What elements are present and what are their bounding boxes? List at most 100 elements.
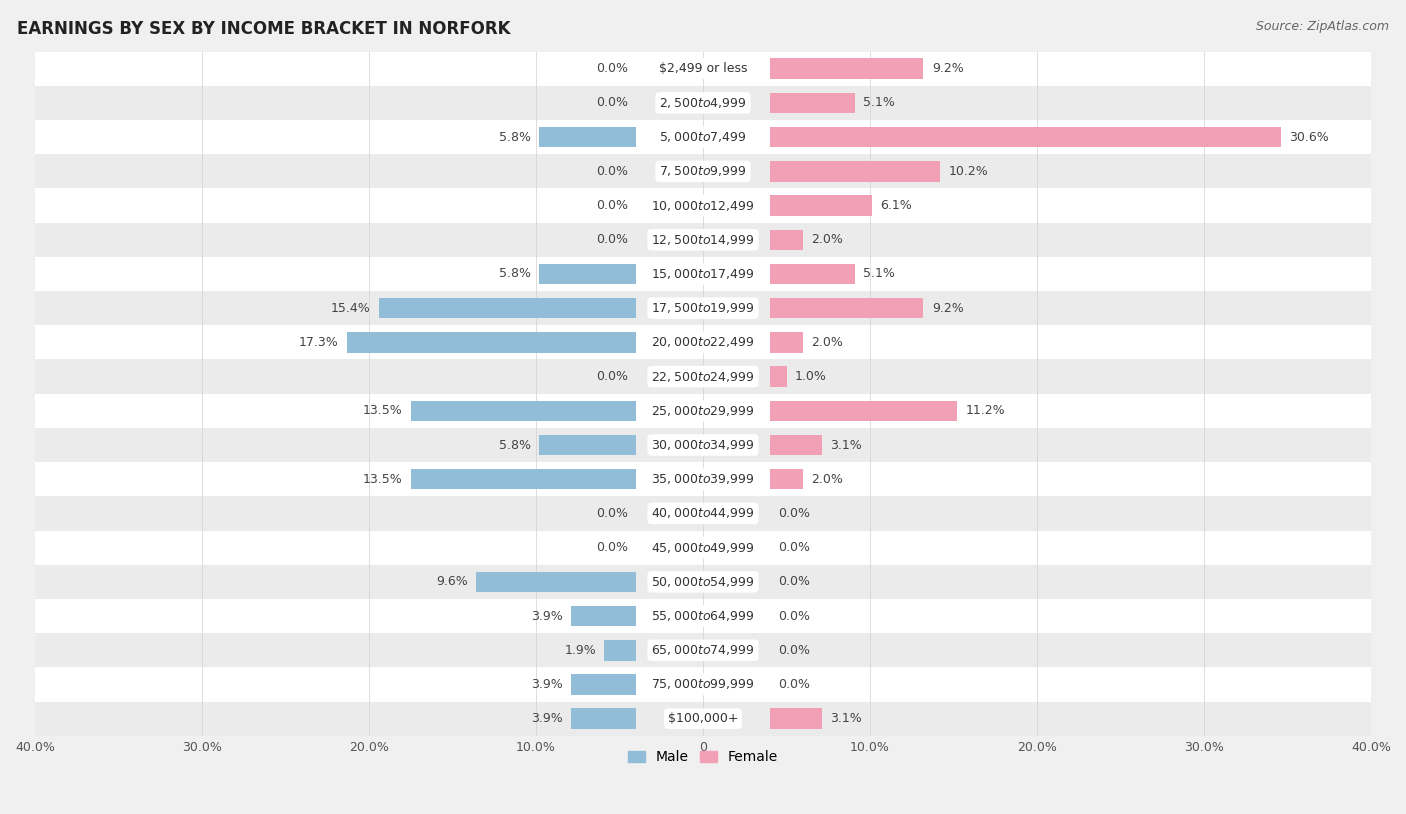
Bar [770, 708, 821, 729]
Text: 0.0%: 0.0% [596, 96, 628, 109]
Text: 5.8%: 5.8% [499, 439, 531, 452]
Text: 0.0%: 0.0% [778, 644, 810, 657]
Bar [540, 127, 636, 147]
Bar [770, 469, 803, 489]
Text: $30,000 to $34,999: $30,000 to $34,999 [651, 438, 755, 452]
Bar [35, 85, 1371, 120]
Text: $50,000 to $54,999: $50,000 to $54,999 [651, 575, 755, 589]
Bar [35, 154, 1371, 189]
Text: 5.1%: 5.1% [863, 96, 896, 109]
Text: $40,000 to $44,999: $40,000 to $44,999 [651, 506, 755, 520]
Bar [35, 667, 1371, 702]
Text: 3.9%: 3.9% [531, 678, 562, 691]
Bar [605, 640, 636, 660]
Bar [770, 161, 941, 182]
Text: 0.0%: 0.0% [596, 165, 628, 177]
Bar [540, 264, 636, 284]
Bar [770, 195, 872, 216]
Bar [380, 298, 636, 318]
Bar [770, 366, 786, 387]
Bar [35, 462, 1371, 497]
Text: $75,000 to $99,999: $75,000 to $99,999 [651, 677, 755, 691]
Bar [540, 435, 636, 455]
Text: 2.0%: 2.0% [811, 234, 844, 247]
Text: 1.0%: 1.0% [794, 370, 827, 383]
Bar [770, 264, 855, 284]
Text: $25,000 to $29,999: $25,000 to $29,999 [651, 404, 755, 418]
Bar [35, 257, 1371, 291]
Bar [770, 435, 821, 455]
Bar [35, 223, 1371, 257]
Text: 2.0%: 2.0% [811, 336, 844, 349]
Text: $17,500 to $19,999: $17,500 to $19,999 [651, 301, 755, 315]
Text: 0.0%: 0.0% [596, 62, 628, 75]
Bar [770, 127, 1281, 147]
Bar [35, 702, 1371, 736]
Text: $2,500 to $4,999: $2,500 to $4,999 [659, 96, 747, 110]
Text: 0.0%: 0.0% [778, 678, 810, 691]
Text: $7,500 to $9,999: $7,500 to $9,999 [659, 164, 747, 178]
Text: 0.0%: 0.0% [778, 575, 810, 589]
Text: 3.9%: 3.9% [531, 610, 562, 623]
Text: 17.3%: 17.3% [299, 336, 339, 349]
Text: 0.0%: 0.0% [596, 507, 628, 520]
Text: 3.9%: 3.9% [531, 712, 562, 725]
Bar [35, 599, 1371, 633]
Bar [571, 606, 636, 626]
Bar [347, 332, 636, 352]
Bar [411, 400, 636, 421]
Bar [411, 469, 636, 489]
Bar [35, 394, 1371, 428]
Bar [35, 497, 1371, 531]
Bar [35, 51, 1371, 85]
Text: $10,000 to $12,499: $10,000 to $12,499 [651, 199, 755, 212]
Text: $100,000+: $100,000+ [668, 712, 738, 725]
Text: 5.8%: 5.8% [499, 268, 531, 281]
Text: 9.6%: 9.6% [436, 575, 468, 589]
Text: 30.6%: 30.6% [1289, 131, 1329, 143]
Text: $15,000 to $17,499: $15,000 to $17,499 [651, 267, 755, 281]
Bar [35, 428, 1371, 462]
Legend: Male, Female: Male, Female [623, 745, 783, 770]
Text: 0.0%: 0.0% [596, 199, 628, 212]
Text: 5.8%: 5.8% [499, 131, 531, 143]
Text: 10.2%: 10.2% [949, 165, 988, 177]
Text: $35,000 to $39,999: $35,000 to $39,999 [651, 472, 755, 486]
Text: 5.1%: 5.1% [863, 268, 896, 281]
Text: 0.0%: 0.0% [778, 610, 810, 623]
Text: 0.0%: 0.0% [596, 234, 628, 247]
Text: $55,000 to $64,999: $55,000 to $64,999 [651, 609, 755, 623]
Bar [35, 291, 1371, 326]
Text: 11.2%: 11.2% [965, 405, 1005, 418]
Text: $2,499 or less: $2,499 or less [659, 62, 747, 75]
Bar [770, 298, 924, 318]
Text: 9.2%: 9.2% [932, 62, 963, 75]
Text: $20,000 to $22,499: $20,000 to $22,499 [651, 335, 755, 349]
Bar [571, 674, 636, 694]
Text: 0.0%: 0.0% [778, 541, 810, 554]
Text: 15.4%: 15.4% [330, 302, 371, 315]
Bar [770, 400, 957, 421]
Bar [35, 326, 1371, 360]
Bar [770, 332, 803, 352]
Text: 9.2%: 9.2% [932, 302, 963, 315]
Text: $5,000 to $7,499: $5,000 to $7,499 [659, 130, 747, 144]
Bar [571, 708, 636, 729]
Text: 3.1%: 3.1% [830, 439, 862, 452]
Text: $22,500 to $24,999: $22,500 to $24,999 [651, 370, 755, 383]
Text: 3.1%: 3.1% [830, 712, 862, 725]
Text: 0.0%: 0.0% [596, 370, 628, 383]
Bar [770, 93, 855, 113]
Text: $12,500 to $14,999: $12,500 to $14,999 [651, 233, 755, 247]
Text: EARNINGS BY SEX BY INCOME BRACKET IN NORFORK: EARNINGS BY SEX BY INCOME BRACKET IN NOR… [17, 20, 510, 38]
Text: 0.0%: 0.0% [778, 507, 810, 520]
Text: 2.0%: 2.0% [811, 473, 844, 486]
Bar [35, 360, 1371, 394]
Bar [475, 571, 636, 592]
Bar [35, 189, 1371, 223]
Bar [35, 565, 1371, 599]
Text: 6.1%: 6.1% [880, 199, 911, 212]
Text: $65,000 to $74,999: $65,000 to $74,999 [651, 643, 755, 657]
Bar [770, 230, 803, 250]
Bar [35, 120, 1371, 154]
